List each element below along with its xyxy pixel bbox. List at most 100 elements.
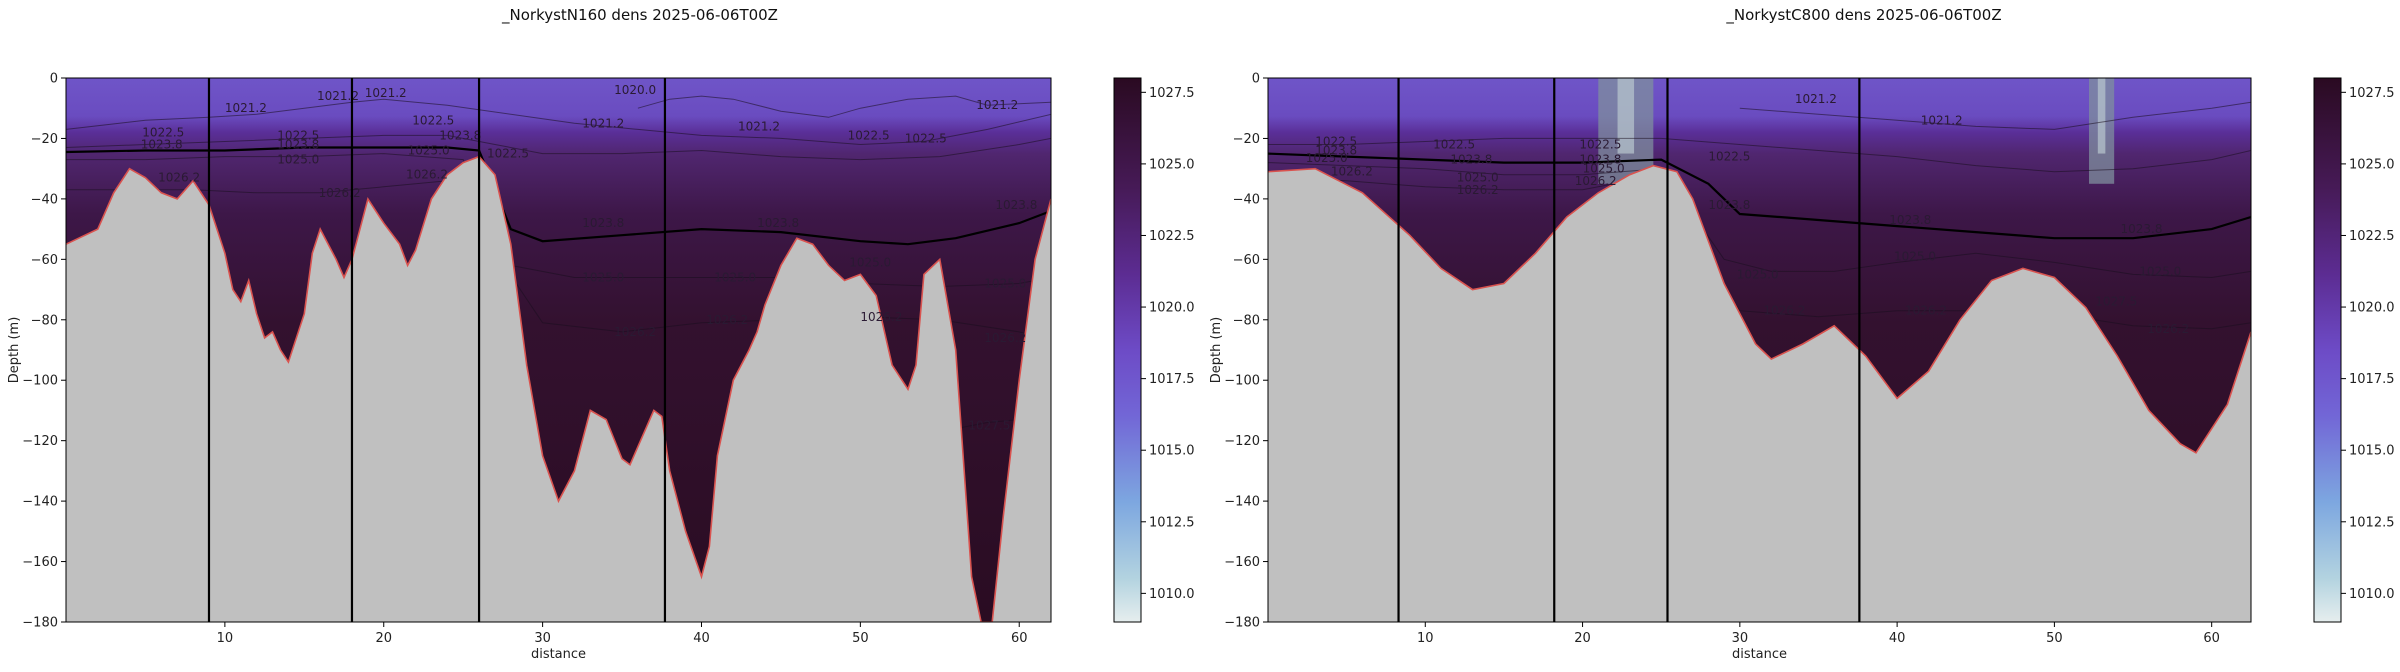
x-axis-label: distance	[1732, 647, 1787, 662]
chart-title: _NorkystC800 dens 2025-06-06T00Z	[1725, 6, 2001, 25]
y-tick-label: −60	[1233, 253, 1260, 268]
contour-line	[1268, 152, 2251, 240]
contour-label: 1026.2	[1763, 304, 1805, 318]
contour-label: 1022.5	[412, 113, 454, 127]
contour-label: 1025.0	[984, 277, 1026, 291]
contour-label: 1025.0	[1306, 151, 1348, 165]
contour-line	[1268, 177, 2251, 330]
contour-label: 1023.8	[1708, 198, 1750, 212]
contour-label: 1023.8	[1450, 153, 1492, 167]
contour-label: 1025.0	[1583, 162, 1625, 176]
contour-label: 1023.8	[1579, 153, 1621, 167]
contour-label: 1021.2	[976, 98, 1018, 112]
contour-label: 1026.2	[984, 331, 1026, 345]
colorbar-tick-label: 1027.5	[2349, 86, 2395, 101]
colorbar-tick-label: 1020.0	[2349, 301, 2395, 316]
colorbar-tick-label: 1017.5	[2349, 372, 2395, 387]
axes-frame	[65, 77, 1052, 623]
contour-label: 1021.2	[317, 89, 359, 103]
contour-label: 1026.2	[1575, 174, 1617, 188]
contour-label: 1025.0	[1457, 171, 1499, 185]
colorbar-tick-label: 1010.0	[2349, 587, 2395, 602]
contour-line	[637, 95, 1051, 118]
y-tick-label: −80	[1233, 313, 1260, 328]
colorbar-gradient	[1113, 77, 1142, 623]
light-column-core	[1617, 78, 1635, 154]
contour-label: 1022.5	[905, 131, 947, 145]
contour-label: 1026.2	[706, 313, 748, 327]
contour-label: 1023.8	[1889, 213, 1931, 227]
contour-label: 1023.8	[757, 216, 799, 230]
contour-label: 1025.0	[277, 153, 319, 167]
colorbar-tick-label: 1010.0	[1149, 587, 1195, 602]
x-tick-label: 30	[1732, 631, 1749, 646]
contour-label: 1022.5	[1708, 150, 1750, 164]
contour-label: 1022.5	[1315, 135, 1357, 149]
y-tick-label: −120	[22, 434, 58, 449]
seabed-outline	[66, 155, 1051, 622]
contour-label: 1022.5	[487, 147, 529, 161]
colorbar-tick-label: 1027.5	[1149, 86, 1195, 101]
contour-line	[1268, 137, 2251, 173]
x-tick-label: 40	[693, 631, 710, 646]
contour-line	[66, 134, 1051, 161]
seabed	[1268, 165, 2251, 622]
contour-label: 1027.5	[968, 419, 1010, 433]
contour-label: 1022.5	[1579, 138, 1621, 152]
contour-label: 1026.2	[1331, 165, 1373, 179]
colorbar: 1010.0 1012.5 1015.0 1017.5 1020.0 1022.5 1025…	[2313, 77, 2395, 623]
colorbar-tick-label: 1025.0	[1149, 157, 1195, 172]
colorbar-tick-label: 1020.0	[1149, 301, 1195, 316]
contour-label: 1026.2	[614, 325, 656, 339]
contour-line	[66, 146, 1051, 246]
x-tick-label: 20	[375, 631, 392, 646]
contour-label: 1025.0	[2139, 264, 2181, 278]
x-tick-label: 10	[217, 631, 234, 646]
x-tick-label: 10	[1417, 631, 1434, 646]
y-tick-label: −60	[31, 253, 58, 268]
contour-label: 1023.8	[141, 138, 183, 152]
x-tick-label: 40	[1889, 631, 1906, 646]
colorbar-tick-label: 1022.5	[1149, 229, 1195, 244]
contour-label: 1022.5	[277, 128, 319, 142]
axes-frame	[1267, 77, 2252, 623]
contour-label: 1023.8	[995, 198, 1037, 212]
contour-label: 1021.2	[225, 101, 267, 115]
y-tick-label: −160	[22, 555, 58, 570]
contour-label: 1025.0	[714, 271, 756, 285]
colorbar-tick-label: 1015.0	[1149, 444, 1195, 459]
contour-label: 1025.0	[582, 271, 624, 285]
contour-label: 1025.0	[408, 144, 450, 158]
colorbar-tick-label: 1012.5	[2349, 515, 2395, 530]
contour-label: 1026.2	[406, 168, 448, 182]
contour-label: 1023.8	[277, 138, 319, 152]
y-tick-label: −40	[1233, 192, 1260, 207]
contour-label: 1026.2	[1905, 304, 1947, 318]
y-tick-label: 0	[50, 72, 58, 87]
x-axis-label: distance	[531, 647, 586, 662]
y-tick-label: −100	[1224, 374, 1260, 389]
colorbar-tick-label: 1025.0	[2349, 157, 2395, 172]
seabed-outline	[1268, 164, 2251, 454]
contour-line	[66, 180, 1051, 342]
contour-label: 1021.2	[582, 116, 624, 130]
x-tick-label: 20	[1574, 631, 1591, 646]
chart-title: _NorkystN160 dens 2025-06-06T00Z	[501, 6, 778, 25]
contour-label: 1026.2	[860, 310, 902, 324]
colorbar-tick-label: 1017.5	[1149, 372, 1195, 387]
contour-label: 1021.2	[1921, 113, 1963, 127]
seabed	[66, 156, 1051, 622]
plot-area: 1021.2 1021.2 1021.2 1020.0 1021.2 1021.2 1021…	[66, 78, 1051, 622]
y-tick-label: 0	[1252, 72, 1260, 87]
x-tick-label: 30	[534, 631, 551, 646]
colorbar-gradient	[2313, 77, 2342, 623]
contour-label: 1021.2	[738, 119, 780, 133]
x-tick-label: 50	[852, 631, 869, 646]
light-column-core	[2097, 78, 2106, 154]
contour-line	[1268, 162, 2251, 279]
y-tick-label: −80	[31, 313, 58, 328]
contour-label: 1022.5	[142, 125, 184, 139]
y-tick-label: −140	[22, 495, 58, 510]
